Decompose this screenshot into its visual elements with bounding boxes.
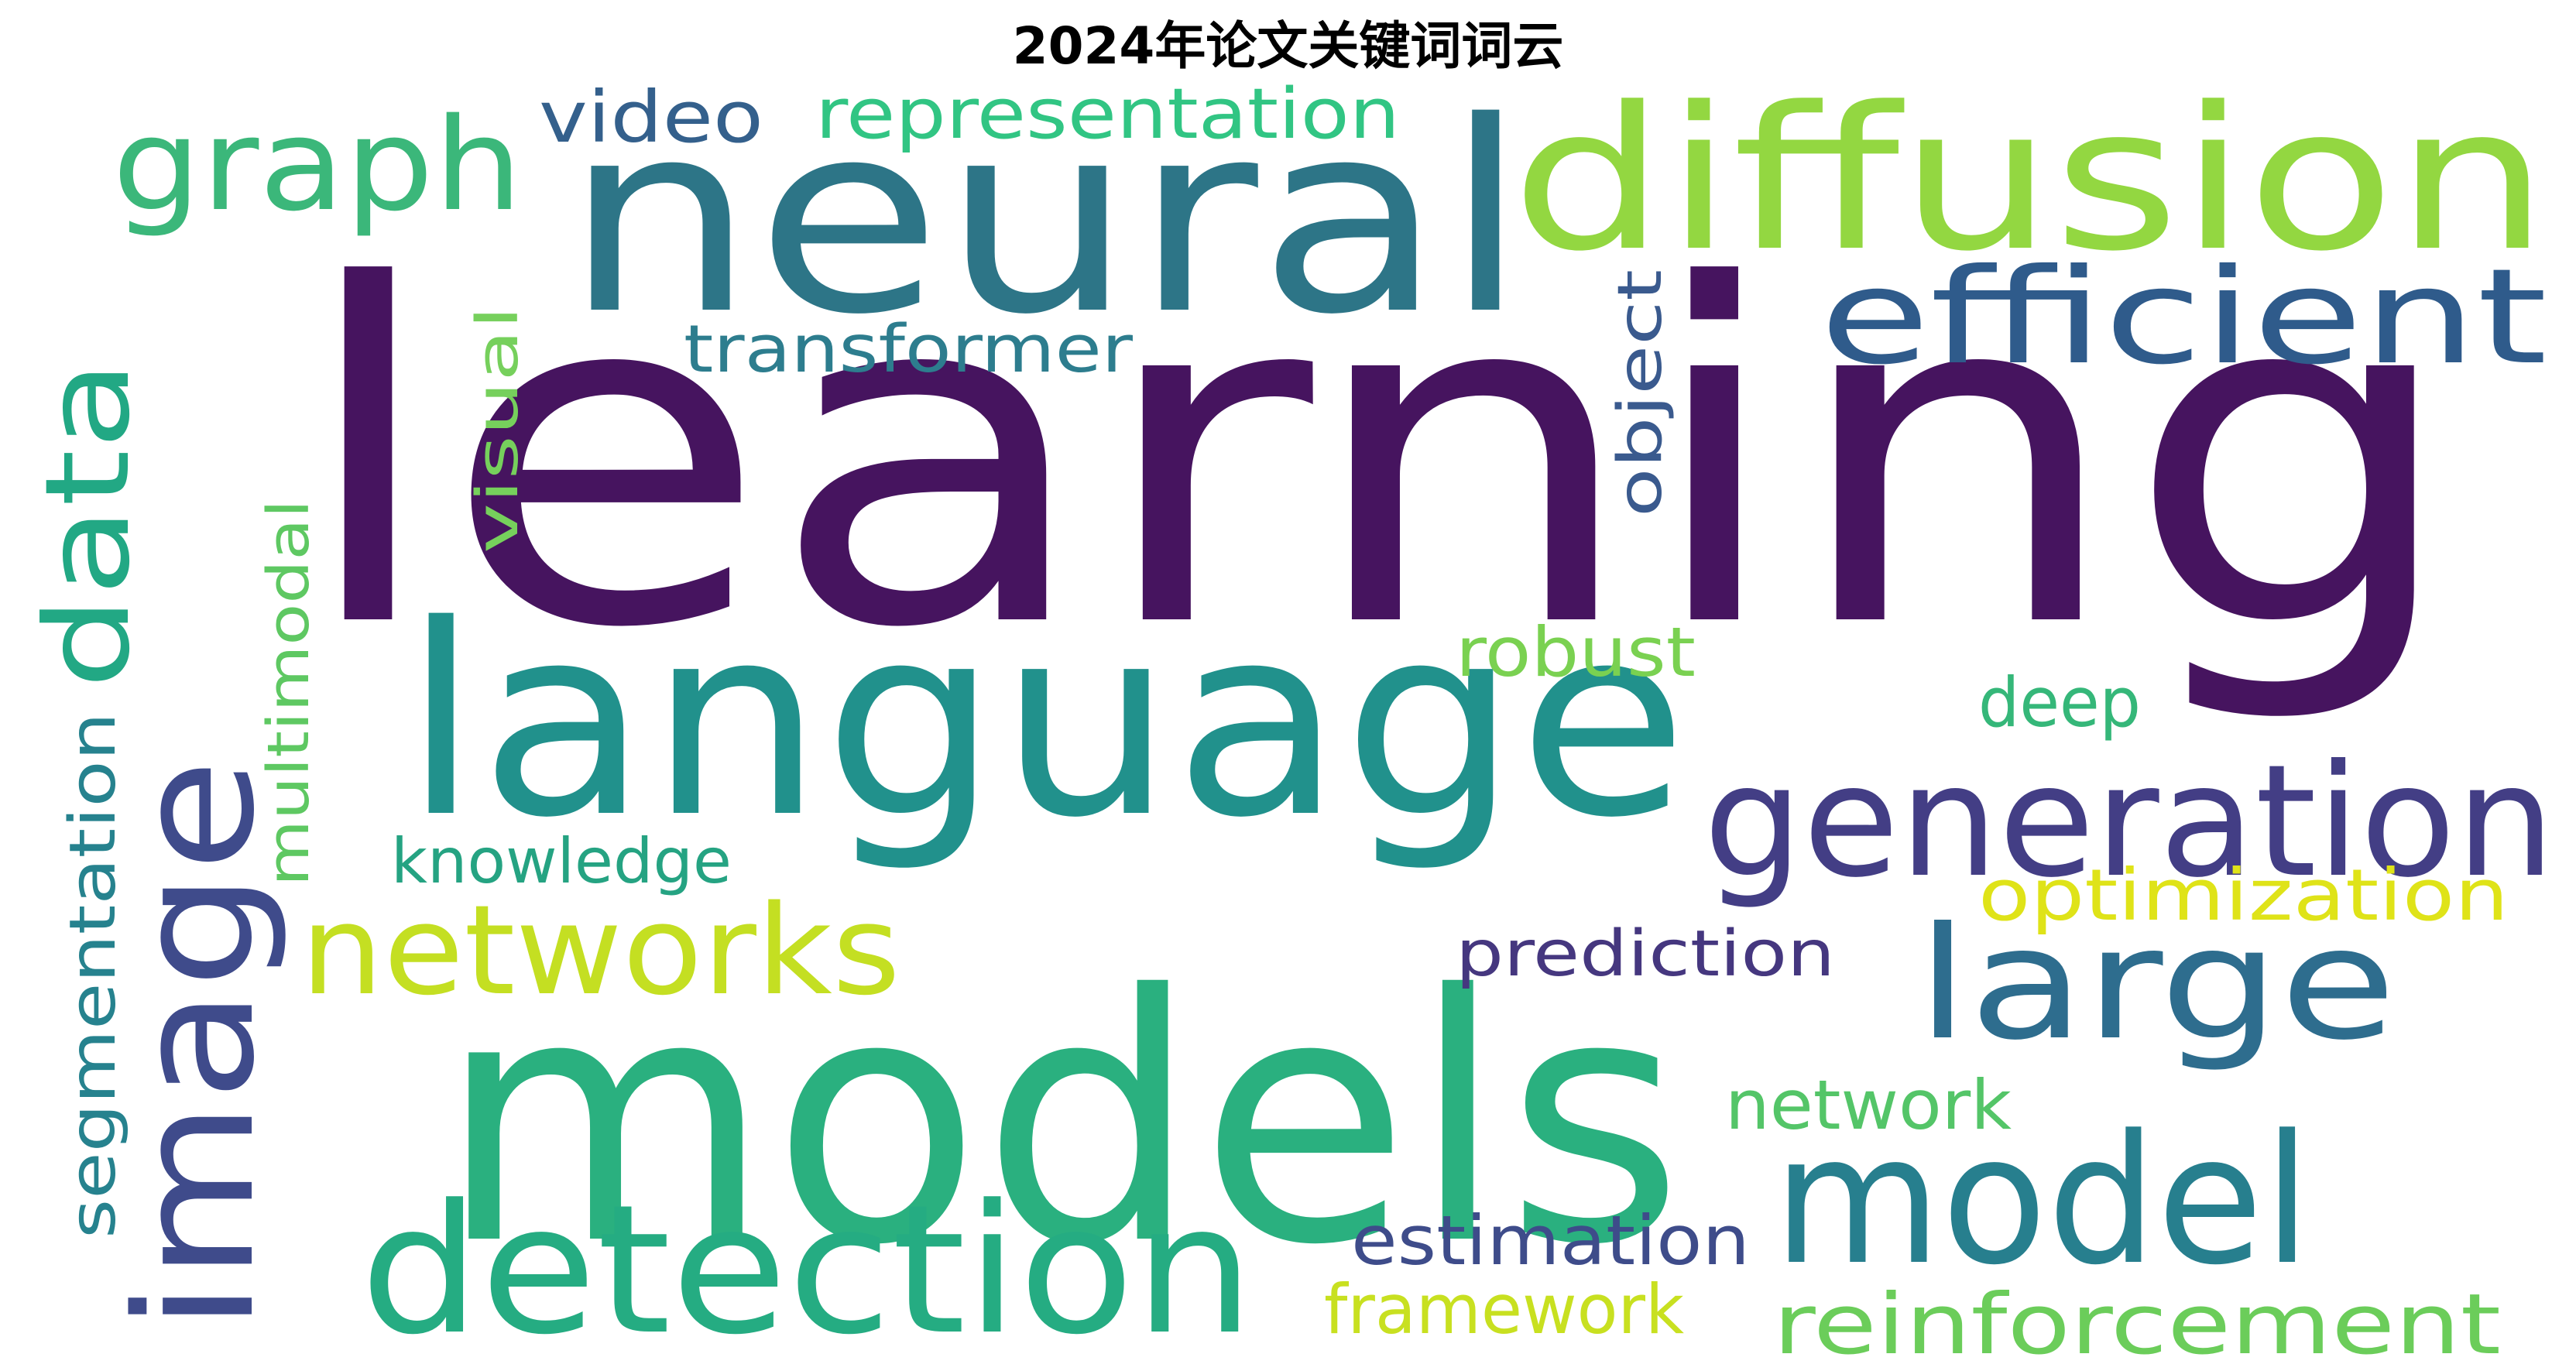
word-neural: neural <box>564 66 1528 372</box>
word-model: model <box>1773 1098 2311 1304</box>
word-prediction: prediction <box>1456 917 1835 991</box>
word-generation: generation <box>1703 732 2555 912</box>
word-efficient: efficient <box>1820 241 2547 394</box>
word-language: language <box>403 569 1688 876</box>
word-reinforcement: reinforcement <box>1773 1277 2501 1371</box>
word-video: video <box>539 76 763 159</box>
word-robust: robust <box>1456 612 1696 692</box>
word-networks: networks <box>300 878 900 1023</box>
word-segmentation: segmentation <box>57 712 130 1239</box>
word-object: object <box>1606 269 1676 517</box>
word-visual: visual <box>465 306 531 554</box>
word-multimodal: multimodal <box>256 499 322 886</box>
word-knowledge: knowledge <box>391 825 732 897</box>
word-learning: learning <box>294 188 2462 729</box>
word-estimation: estimation <box>1351 1201 1750 1280</box>
word-detection: detection <box>360 1167 1254 1371</box>
word-large: large <box>1916 894 2396 1075</box>
figure-title: 2024年论文关键词词云 <box>1012 16 1564 76</box>
word-models: models <box>437 923 1684 1319</box>
word-framework: framework <box>1324 1270 1684 1349</box>
word-diffusion: diffusion <box>1511 65 2549 295</box>
word-image: image <box>101 759 290 1332</box>
word-data: data <box>21 360 156 689</box>
word-transformer: transformer <box>684 311 1133 388</box>
word-graph: graph <box>112 91 523 239</box>
word-optimization: optimization <box>1978 854 2509 937</box>
word-representation: representation <box>815 74 1400 155</box>
word-deep: deep <box>1978 663 2141 742</box>
word-network: network <box>1725 1065 2012 1145</box>
